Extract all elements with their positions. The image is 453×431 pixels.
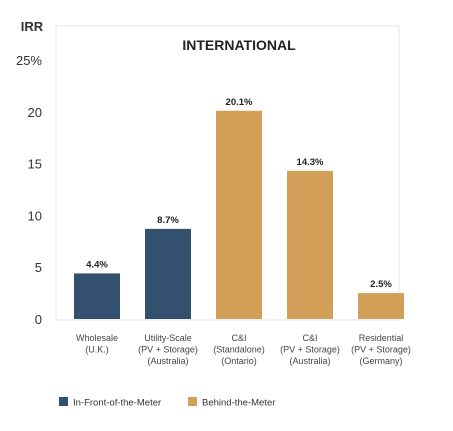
legend-label: Behind-the-Meter bbox=[202, 398, 275, 409]
bars bbox=[74, 110, 404, 319]
category-label: (PV + Storage) bbox=[138, 345, 198, 355]
y-tick-label: 5 bbox=[35, 260, 42, 275]
category-label: (Ontario) bbox=[221, 356, 257, 366]
y-axis-label: IRR bbox=[21, 19, 44, 34]
category-label: (PV + Storage) bbox=[280, 345, 340, 355]
data-label: 2.5% bbox=[370, 279, 392, 290]
category-label: C&I bbox=[302, 333, 317, 343]
category-label: (PV + Storage) bbox=[351, 345, 411, 355]
legend-label: In-Front-of-the-Meter bbox=[73, 398, 161, 409]
bar bbox=[145, 228, 191, 319]
chart-title: INTERNATIONAL bbox=[182, 37, 296, 53]
legend-swatch bbox=[188, 397, 197, 406]
data-label: 20.1% bbox=[226, 97, 253, 108]
legend-swatch bbox=[59, 397, 68, 406]
y-tick-label: 0 bbox=[35, 312, 42, 327]
data-label: 4.4% bbox=[86, 259, 108, 270]
category-label: Residential bbox=[359, 333, 404, 343]
bar bbox=[74, 273, 120, 319]
y-tick-label: 15 bbox=[28, 157, 42, 172]
bar bbox=[216, 110, 262, 319]
data-label: 8.7% bbox=[157, 215, 179, 226]
category-label: (Australia) bbox=[289, 356, 330, 366]
category-label: (Standalone) bbox=[213, 345, 265, 355]
data-label: 14.3% bbox=[297, 157, 324, 168]
category-label: (Australia) bbox=[147, 356, 188, 366]
data-labels: 4.4% 8.7% 20.1% 14.3% 2.5% bbox=[86, 97, 392, 290]
category-label: (U.K.) bbox=[85, 345, 109, 355]
category-label: (Germany) bbox=[359, 356, 402, 366]
category-label: Wholesale bbox=[76, 333, 118, 343]
category-label: C&I bbox=[231, 333, 246, 343]
legend: In-Front-of-the-Meter Behind-the-Meter bbox=[59, 397, 275, 409]
category-label: Utility-Scale bbox=[144, 333, 192, 343]
y-tick-label: 25% bbox=[16, 53, 42, 68]
y-axis-ticks: 0 5 10 15 20 25% bbox=[16, 53, 42, 327]
y-tick-label: 20 bbox=[28, 105, 42, 120]
y-tick-label: 10 bbox=[28, 208, 42, 223]
bar bbox=[287, 170, 333, 319]
category-labels: Wholesale (U.K.) Utility-Scale (PV + Storag… bbox=[76, 333, 411, 366]
bar bbox=[358, 293, 404, 319]
